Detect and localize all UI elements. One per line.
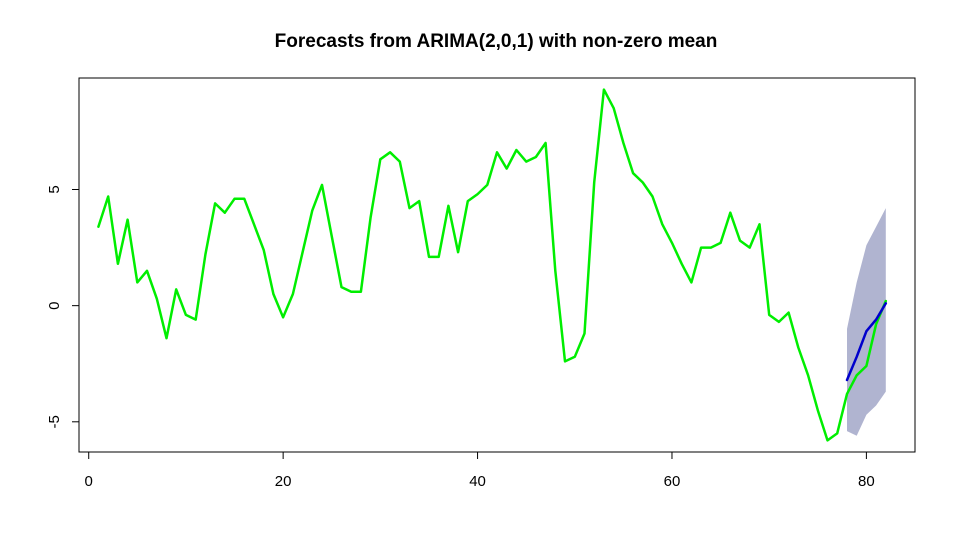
y-tick-label: 0 xyxy=(46,301,63,309)
x-tick-label: 40 xyxy=(469,473,486,490)
y-tick-label: -5 xyxy=(46,415,63,428)
x-tick-label: 60 xyxy=(664,473,681,490)
forecast-band-layer xyxy=(847,208,886,436)
series-layer xyxy=(97,88,888,442)
x-tick-label: 20 xyxy=(275,473,292,490)
y-tick-label: 5 xyxy=(46,185,63,193)
chart-title: Forecasts from ARIMA(2,0,1) with non-zer… xyxy=(275,31,718,52)
x-axis: 0 20 40 60 80 xyxy=(85,451,875,490)
forecast-line xyxy=(845,302,888,382)
x-tick-label: 80 xyxy=(858,473,875,490)
y-axis: -5 0 5 xyxy=(46,185,80,428)
forecast-interval-band-0 xyxy=(847,208,886,436)
observed-line xyxy=(97,88,888,442)
x-tick-label: 0 xyxy=(85,473,93,490)
